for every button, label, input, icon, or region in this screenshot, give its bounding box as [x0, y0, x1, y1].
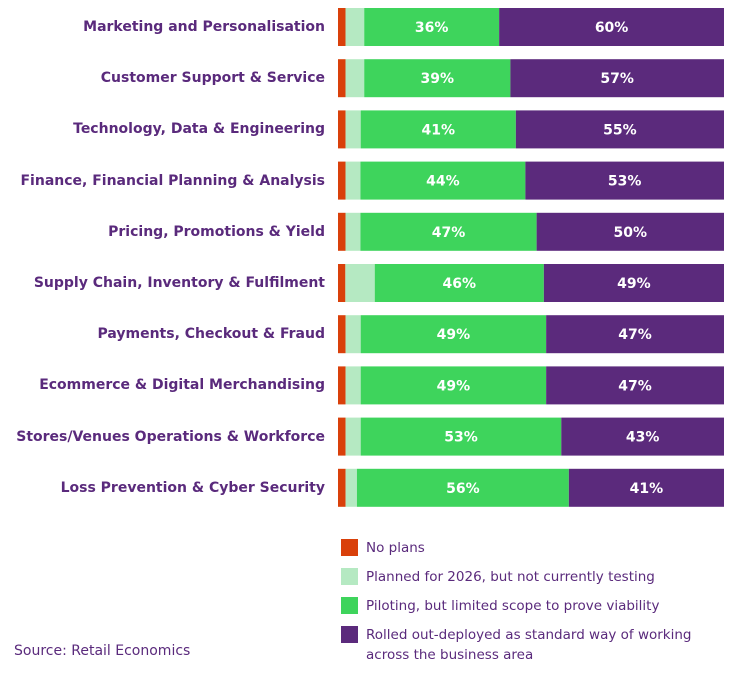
legend-item: Planned for 2026, but not currently test…: [341, 567, 726, 587]
legend-label: Piloting, but limited scope to prove via…: [366, 598, 660, 614]
category-label: Technology, Data & Engineering: [73, 121, 325, 138]
data-label: 44%: [426, 174, 460, 190]
bar-segment: [345, 8, 365, 46]
category-label: Customer Support & Service: [100, 70, 325, 87]
bar-segment: [345, 417, 361, 456]
bar-segment: [345, 212, 361, 251]
legend-swatch: [341, 597, 358, 614]
legend-item: No plans: [341, 538, 726, 558]
bar-segment: [360, 366, 547, 405]
bar-segment: [338, 264, 346, 302]
data-label: 41%: [630, 481, 664, 497]
bar-segment: [360, 417, 562, 456]
bar-segment: [338, 110, 346, 149]
category-label: Finance, Financial Planning & Analysis: [20, 172, 325, 189]
data-label: 46%: [443, 276, 477, 292]
bar-segment: [360, 212, 537, 251]
data-label: 49%: [617, 276, 651, 292]
bar-segment: [338, 366, 346, 405]
data-label: 47%: [432, 225, 466, 241]
data-label: 57%: [600, 71, 634, 87]
bar-segment: [338, 212, 346, 251]
bar-segment: [338, 468, 346, 507]
bar-segment: [345, 315, 361, 354]
bar-segment: [374, 264, 544, 302]
data-label: 53%: [444, 430, 478, 446]
bar-segment: [338, 161, 346, 200]
data-label: 49%: [437, 327, 471, 343]
category-label: Supply Chain, Inventory & Fulfilment: [33, 275, 325, 291]
legend-swatch: [341, 626, 358, 643]
legend-swatch: [341, 568, 358, 585]
source-note: Source: Retail Economics: [14, 643, 191, 659]
category-label: Marketing and Personalisation: [83, 19, 325, 35]
bar-segment: [568, 468, 724, 507]
legend-item: Piloting, but limited scope to prove via…: [341, 596, 726, 616]
category-label: Pricing, Promotions & Yield: [108, 223, 325, 240]
bar-segment: [543, 264, 724, 302]
bar-segment: [338, 417, 346, 456]
bar-segment: [360, 315, 547, 354]
category-label: Ecommerce & Digital Merchandising: [39, 377, 325, 394]
data-label: 50%: [614, 225, 648, 241]
category-label: Loss Prevention & Cyber Security: [60, 479, 325, 496]
category-label: Payments, Checkout & Fraud: [97, 326, 325, 343]
bar-segment: [345, 366, 361, 405]
bar-segment: [345, 110, 361, 149]
data-label: 49%: [437, 378, 471, 394]
legend-swatch: [341, 539, 358, 556]
bar-segment: [525, 161, 724, 200]
bar-segment: [345, 264, 375, 302]
bar-segment: [510, 59, 724, 98]
bar-segment: [338, 8, 346, 46]
bar-segment: [515, 110, 724, 149]
data-label: 56%: [446, 481, 480, 497]
bar-segment: [360, 110, 516, 149]
legend-item: Rolled out-deployed as standard way of w…: [341, 625, 726, 665]
data-label: 39%: [421, 71, 455, 87]
data-label: 41%: [422, 122, 456, 138]
data-label: 55%: [603, 122, 637, 138]
data-label: 47%: [618, 327, 652, 343]
bar-segment: [536, 212, 724, 251]
data-label: 36%: [415, 20, 449, 36]
bar-segment: [345, 468, 357, 507]
bar-segment: [546, 366, 724, 405]
bar-segment: [364, 59, 511, 98]
category-label: Stores/Venues Operations & Workforce: [16, 428, 325, 445]
bar-segment: [561, 417, 724, 456]
data-label: 47%: [618, 378, 652, 394]
legend: No plans Planned for 2026, but not curren…: [341, 538, 726, 674]
bar-segment: [338, 59, 346, 98]
data-label: 43%: [626, 430, 660, 446]
bar-segment: [360, 161, 526, 200]
bar-segment: [499, 8, 724, 46]
data-label: 53%: [608, 174, 642, 190]
bar-segment: [546, 315, 724, 354]
bar-segment: [345, 161, 361, 200]
bar-segment: [345, 59, 365, 98]
legend-label: Planned for 2026, but not currently test…: [366, 569, 655, 585]
legend-label: Rolled out-deployed as standard way of w…: [366, 627, 692, 663]
bar-segment: [364, 8, 500, 46]
bar-segment: [338, 315, 346, 354]
data-label: 60%: [595, 20, 629, 36]
legend-label: No plans: [366, 540, 425, 556]
bar-segment: [356, 468, 569, 507]
stacked-bar-chart: 36% 60% 39% 57% 41% 55% 44% 53% 47% 50% 46% 49% 49% 4…: [338, 8, 724, 507]
